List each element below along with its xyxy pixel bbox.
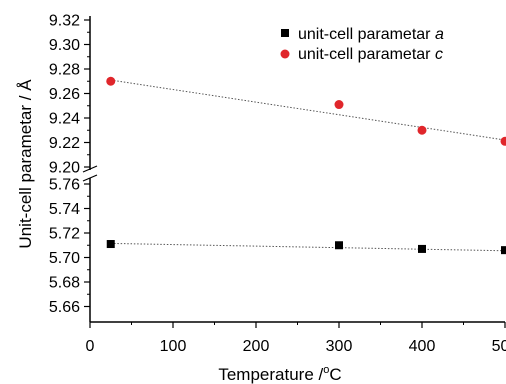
legend-marker-c: [280, 49, 290, 59]
y-tick-label: 9.26: [49, 86, 80, 103]
point-c: [106, 76, 116, 86]
x-tick-label: 300: [326, 338, 353, 355]
lower-y-ticks: 5.66 5.68 5.70 5.72 5.74 5.76: [49, 177, 90, 316]
break-slash: [82, 174, 98, 182]
point-c: [334, 100, 344, 110]
x-tick-label: 500: [492, 338, 506, 355]
x-ticks: 0 100 200 300 400 500: [86, 322, 506, 355]
point-c: [500, 136, 506, 146]
y-tick-label: 9.24: [49, 111, 80, 128]
y-tick-label: 9.20: [49, 160, 80, 177]
y-tick-label: 5.72: [49, 226, 80, 243]
legend-label-c: unit-cell parametar c: [298, 46, 443, 63]
legend-marker-a: [281, 29, 289, 37]
data-points: [106, 76, 506, 255]
legend: unit-cell parametar a unit-cell parameta…: [280, 26, 444, 63]
y-axis-title: Unit-cell parametar / Å: [16, 79, 35, 249]
legend-label-a: unit-cell parametar a: [298, 26, 444, 43]
point-a: [501, 246, 506, 255]
y-tick-label: 9.30: [49, 37, 80, 54]
point-c: [417, 125, 427, 135]
point-a: [418, 244, 426, 253]
x-axis-title: Temperature /oC: [218, 364, 341, 384]
point-a: [335, 241, 343, 250]
y-tick-label: 9.28: [49, 62, 80, 79]
break-slash: [82, 165, 98, 173]
y-tick-label: 5.74: [49, 201, 80, 218]
y-tick-label: 9.22: [49, 135, 80, 152]
y-tick-label: 5.70: [49, 250, 80, 267]
fit-line-a: [110, 242, 506, 252]
break-gap: [88, 170, 92, 178]
fit-lines: [110, 79, 506, 252]
y-tick-label: 5.76: [49, 177, 80, 194]
x-tick-label: 200: [243, 338, 270, 355]
upper-y-ticks: 9.20 9.22 9.24 9.26 9.28 9.30 9.32: [49, 13, 90, 177]
fit-line-c: [110, 79, 506, 141]
y-tick-label: 9.32: [49, 13, 80, 30]
x-tick-label: 0: [86, 338, 95, 355]
y-tick-label: 5.66: [49, 299, 80, 316]
x-tick-label: 100: [160, 338, 187, 355]
y-tick-label: 5.68: [49, 275, 80, 292]
axis-break-mark: [82, 165, 98, 182]
point-a: [106, 240, 115, 249]
x-tick-label: 400: [409, 338, 436, 355]
